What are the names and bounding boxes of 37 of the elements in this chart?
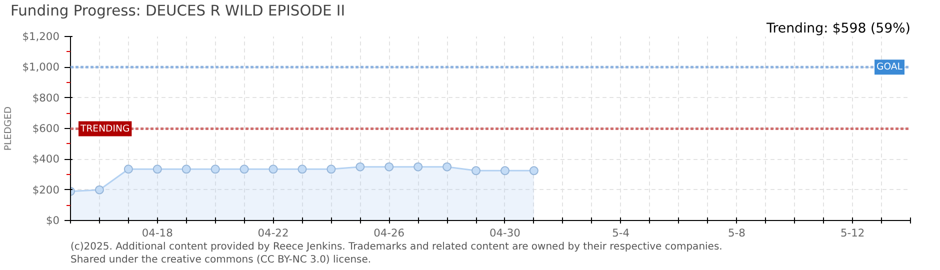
point: [210, 164, 220, 174]
point: [124, 164, 133, 174]
point: [268, 164, 278, 174]
y-tick-label: $0: [46, 214, 60, 227]
y-tick-label: $1,200: [22, 30, 60, 43]
point: [240, 164, 249, 174]
point: [472, 166, 481, 176]
x-tick-label: 04-18: [142, 226, 174, 240]
x-tick-label: 04-22: [258, 226, 289, 240]
y-tick-label: $200: [32, 183, 60, 196]
x-tick-label: 04-30: [490, 226, 521, 240]
point: [182, 164, 191, 174]
point: [152, 164, 162, 174]
ref-line-label: TRENDING: [80, 123, 130, 134]
point: [500, 166, 510, 176]
point: [326, 164, 336, 174]
text: (c)2025. Additional content provided by Reece Jenkins. Trademarks and related content are owned by their respective companies.: [70, 242, 722, 252]
point: [414, 162, 423, 172]
point: [94, 185, 104, 194]
point: [529, 166, 538, 176]
y-tick-label: $1,000: [22, 60, 60, 74]
y-tick-label: $800: [32, 91, 60, 104]
point: [384, 162, 394, 172]
chart-subtitle: Trending: $598 (59%): [766, 22, 911, 36]
text: Shared under the creative commons (CC BY-NC 3.0) license.: [70, 254, 372, 266]
x-tick-label: 5-12: [840, 226, 865, 240]
point: [356, 162, 365, 172]
x-tick-label: 04-26: [374, 226, 405, 240]
x-tick-label: 5-4: [612, 226, 630, 240]
point: [298, 164, 307, 174]
x-tick-label: 5-8: [728, 226, 746, 240]
point: [442, 162, 452, 172]
chart-title: Funding Progress: DEUCES R WILD EPISODE II: [10, 2, 346, 20]
ref-line-label: GOAL: [876, 62, 904, 73]
y-tick-label: $600: [32, 122, 60, 135]
y-tick-label: $400: [32, 152, 60, 166]
y-axis-title: PLEDGED: [3, 106, 14, 151]
